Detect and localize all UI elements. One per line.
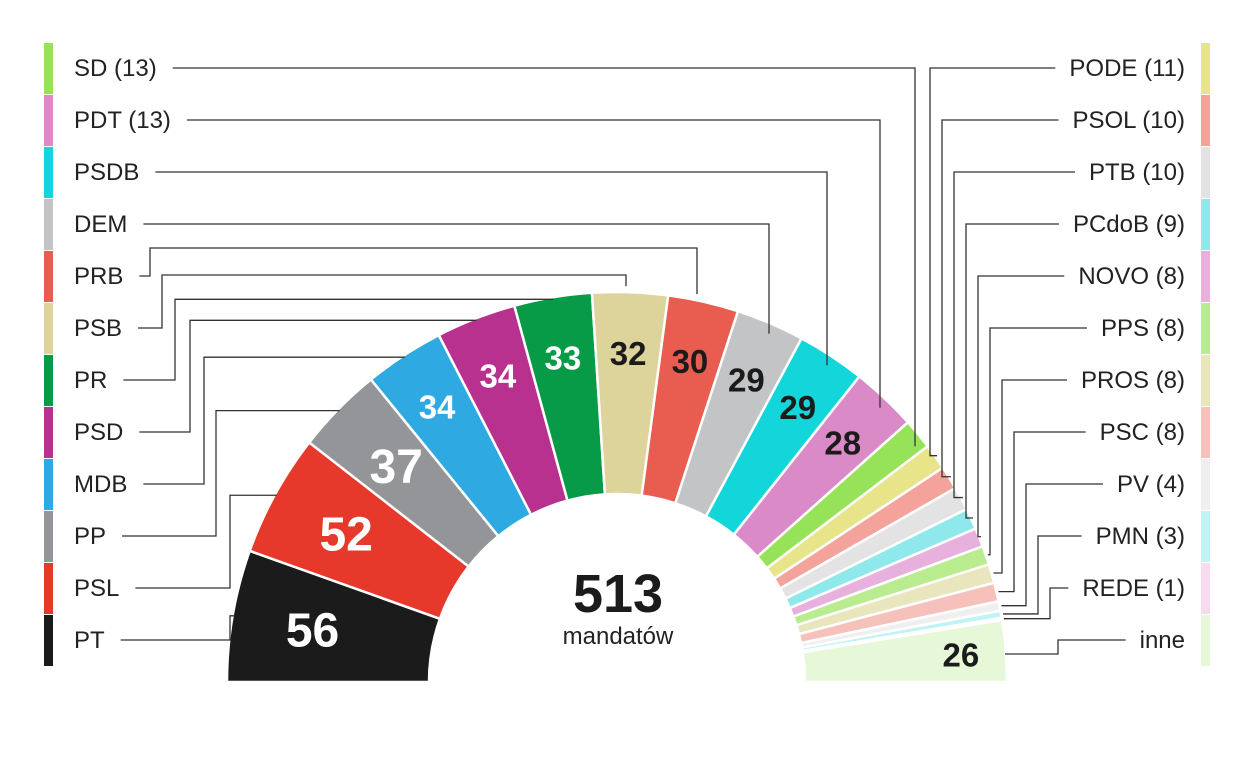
legend-swatch-pp: [44, 511, 53, 562]
value-label-psl: 52: [319, 508, 372, 561]
legend-swatch-sd: [44, 43, 53, 94]
leader-line-pt: [120, 615, 235, 641]
legend-swatch-inne: [1201, 615, 1210, 666]
leader-line-psdb: [155, 171, 828, 366]
leader-line-pmn: [1003, 535, 1082, 615]
legend-label-mdb: MDB: [74, 471, 127, 498]
value-label-psb: 32: [610, 335, 647, 372]
legend-swatch-pr: [44, 355, 53, 406]
total-seats-value: 513: [573, 564, 663, 624]
legend-label-inne: inne: [1140, 627, 1185, 654]
leader-line-sd: [172, 67, 916, 447]
legend-swatch-pdt: [44, 95, 53, 146]
legend-label-pps: PPS (8): [1101, 315, 1185, 342]
legend-swatch-dem: [44, 199, 53, 250]
legend-swatch-pcdob: [1201, 199, 1210, 250]
legend-swatch-prb: [44, 251, 53, 302]
legend-label-psol: PSOL (10): [1073, 107, 1186, 134]
value-label-mdb: 34: [419, 389, 456, 426]
value-label-dem: 29: [728, 362, 765, 399]
legend-swatch-psc: [1201, 407, 1210, 458]
legend-label-psl: PSL: [74, 575, 119, 602]
legend-label-novo: NOVO (8): [1078, 263, 1185, 290]
leader-line-psl: [135, 494, 277, 589]
value-label-psd: 34: [480, 357, 517, 394]
legend-label-psb: PSB: [74, 315, 122, 342]
legend-swatch-psdb: [44, 147, 53, 198]
legend-label-pp: PP: [74, 523, 106, 550]
leader-line-psc: [998, 431, 1086, 593]
leader-line-psb: [138, 274, 627, 329]
legend-swatch-pmn: [1201, 511, 1210, 562]
legend-swatch-novo: [1201, 251, 1210, 302]
legend-label-pros: PROS (8): [1081, 367, 1185, 394]
legend-label-psc: PSC (8): [1100, 419, 1185, 446]
legend-label-ptb: PTB (10): [1089, 159, 1185, 186]
legend-swatch-psd: [44, 407, 53, 458]
legend-swatch-pps: [1201, 303, 1210, 354]
value-label-prb: 30: [672, 343, 709, 380]
seat-slices: [225, 290, 1009, 684]
legend-label-pcdob: PCdoB (9): [1073, 211, 1185, 238]
legend-swatch-pt: [44, 615, 53, 666]
legend-label-pt: PT: [74, 627, 105, 654]
leader-line-prb: [139, 247, 698, 295]
leader-line-rede: [1003, 587, 1069, 620]
legend-label-sd: SD (13): [74, 55, 157, 82]
legend-label-pode: PODE (11): [1069, 55, 1185, 82]
value-label-psdb: 29: [779, 389, 816, 426]
legend-label-dem: DEM: [74, 211, 127, 238]
leader-line-psd: [139, 319, 477, 433]
leader-line-pv: [1001, 483, 1103, 607]
legend-swatch-pode: [1201, 43, 1210, 94]
legend-swatch-psb: [44, 303, 53, 354]
leader-line-pr: [123, 298, 554, 381]
leader-line-ptb: [953, 171, 1075, 499]
leader-line-inne: [1005, 639, 1126, 655]
leader-line-pps: [987, 327, 1087, 556]
leader-line-pp: [122, 409, 340, 537]
leader-line-pdt: [186, 119, 881, 408]
value-label-pr: 33: [544, 339, 581, 376]
legend-swatch-psl: [44, 563, 53, 614]
legend-label-psd: PSD: [74, 419, 123, 446]
value-label-inne: 26: [943, 637, 980, 674]
value-label-pp: 37: [369, 441, 422, 494]
legend-label-pv: PV (4): [1117, 471, 1185, 498]
value-label-pdt: 28: [824, 425, 861, 462]
legend-label-rede: REDE (1): [1082, 575, 1185, 602]
party-legend: SD (13) PDT (13) PSDB DEM PRB PSB PR PSD MDB PP PS…: [44, 43, 1210, 666]
total-seats-caption: mandatów: [563, 623, 674, 650]
leader-lines: [120, 67, 1126, 655]
value-label-pt: 56: [286, 604, 339, 657]
legend-label-pmn: PMN (3): [1096, 523, 1185, 550]
leader-line-pros: [993, 379, 1067, 574]
legend-label-pr: PR: [74, 367, 107, 394]
legend-label-prb: PRB: [74, 263, 123, 290]
legend-swatch-ptb: [1201, 147, 1210, 198]
legend-swatch-rede: [1201, 563, 1210, 614]
slice-inne: [801, 618, 1009, 684]
leader-line-pcdob: [965, 223, 1059, 519]
leader-line-psol: [941, 119, 1059, 478]
leader-line-mdb: [143, 356, 405, 485]
legend-label-pdt: PDT (13): [74, 107, 171, 134]
leader-line-pode: [929, 67, 1056, 457]
leader-line-novo: [977, 275, 1065, 538]
legend-swatch-mdb: [44, 459, 53, 510]
leader-line-dem: [143, 223, 770, 334]
legend-swatch-pros: [1201, 355, 1210, 406]
legend-swatch-psol: [1201, 95, 1210, 146]
legend-label-psdb: PSDB: [74, 159, 139, 186]
legend-swatch-pv: [1201, 459, 1210, 510]
